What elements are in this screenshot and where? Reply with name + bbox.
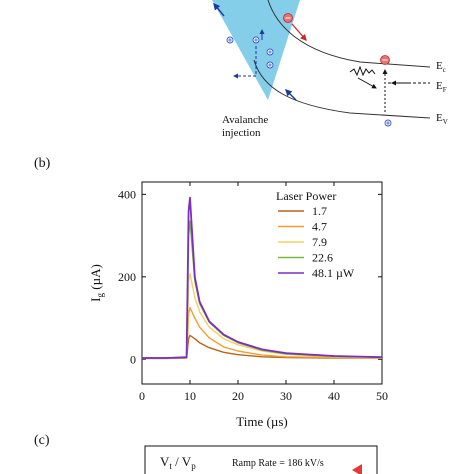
hole-drift-arrow xyxy=(285,89,297,101)
panel-b-label: (b) xyxy=(34,156,51,171)
series-line-4 xyxy=(142,196,383,359)
hole-injection-path xyxy=(233,46,257,79)
gate-current-chart: 0 10 20 30 40 50 0 200 400 Laser Power 1.7 4.77.9… xyxy=(88,181,388,429)
photon-wave-icon xyxy=(349,65,376,77)
panel-c-plot: Vt / Vp Ramp Rate = 186 kV/s xyxy=(144,445,378,474)
series-line-2 xyxy=(142,272,383,359)
x-tick-label: 10 xyxy=(184,389,196,403)
panel-c-label: (c) xyxy=(34,433,50,448)
red-marker-icon xyxy=(352,464,362,474)
x-axis-label: Time (µs) xyxy=(236,414,287,429)
y-axis-label: Ig (µA) xyxy=(88,264,105,302)
y-tick-label: 0 xyxy=(130,352,136,366)
electron-icon xyxy=(380,55,390,65)
legend-entry-3: 22.6 xyxy=(312,251,333,265)
panel-c-frame xyxy=(144,445,378,474)
x-tick-label: 30 xyxy=(280,389,292,403)
hole-icon xyxy=(266,48,274,56)
hole-icon xyxy=(226,36,234,44)
caption-injection: injection xyxy=(222,127,261,139)
x-tick-label: 20 xyxy=(232,389,244,403)
conduction-band-edge xyxy=(267,0,431,68)
avalanche-cone xyxy=(212,0,300,100)
x-tick-label: 50 xyxy=(376,389,388,403)
y-tick-label: 200 xyxy=(118,270,136,284)
series-line-3 xyxy=(142,220,383,359)
plot-frame xyxy=(141,181,383,385)
caption-avalanche: Avalanche xyxy=(222,114,268,126)
hole-drift-arrow xyxy=(213,2,225,17)
legend-entry-2: 7.9 xyxy=(312,235,327,249)
legend-title: Laser Power xyxy=(276,189,336,203)
electron-drift-arrow xyxy=(291,23,307,41)
x-tick-label: 40 xyxy=(328,389,340,403)
ramp-rate-label: Ramp Rate = 186 kV/s xyxy=(232,458,324,469)
photon-arrow xyxy=(357,77,377,89)
axis-ticks: 0 10 20 30 40 50 0 200 400 xyxy=(118,182,388,403)
legend-entry-0: 1.7 xyxy=(312,204,327,218)
y-tick-label: 400 xyxy=(118,187,136,201)
hole-icon xyxy=(384,119,392,127)
hole-icon xyxy=(266,61,274,69)
valence-band-edge xyxy=(253,59,431,119)
series-lines xyxy=(142,196,383,360)
panel-a-band-diagram: Avalanche injection Ec EF EV xyxy=(212,0,448,139)
legend-entry-4: 48.1 µW xyxy=(312,266,355,280)
x-tick-label: 0 xyxy=(139,389,145,403)
ratio-label: Vt / Vp xyxy=(160,454,196,471)
ec-label: Ec xyxy=(436,60,446,74)
legend-entry-1: 4.7 xyxy=(312,220,327,234)
legend: Laser Power 1.7 4.77.9 22.648.1 µW xyxy=(276,189,355,280)
ef-label: EF xyxy=(436,80,447,94)
hole-icon xyxy=(252,36,260,44)
electron-icon xyxy=(283,13,293,23)
ev-label: EV xyxy=(436,112,448,126)
